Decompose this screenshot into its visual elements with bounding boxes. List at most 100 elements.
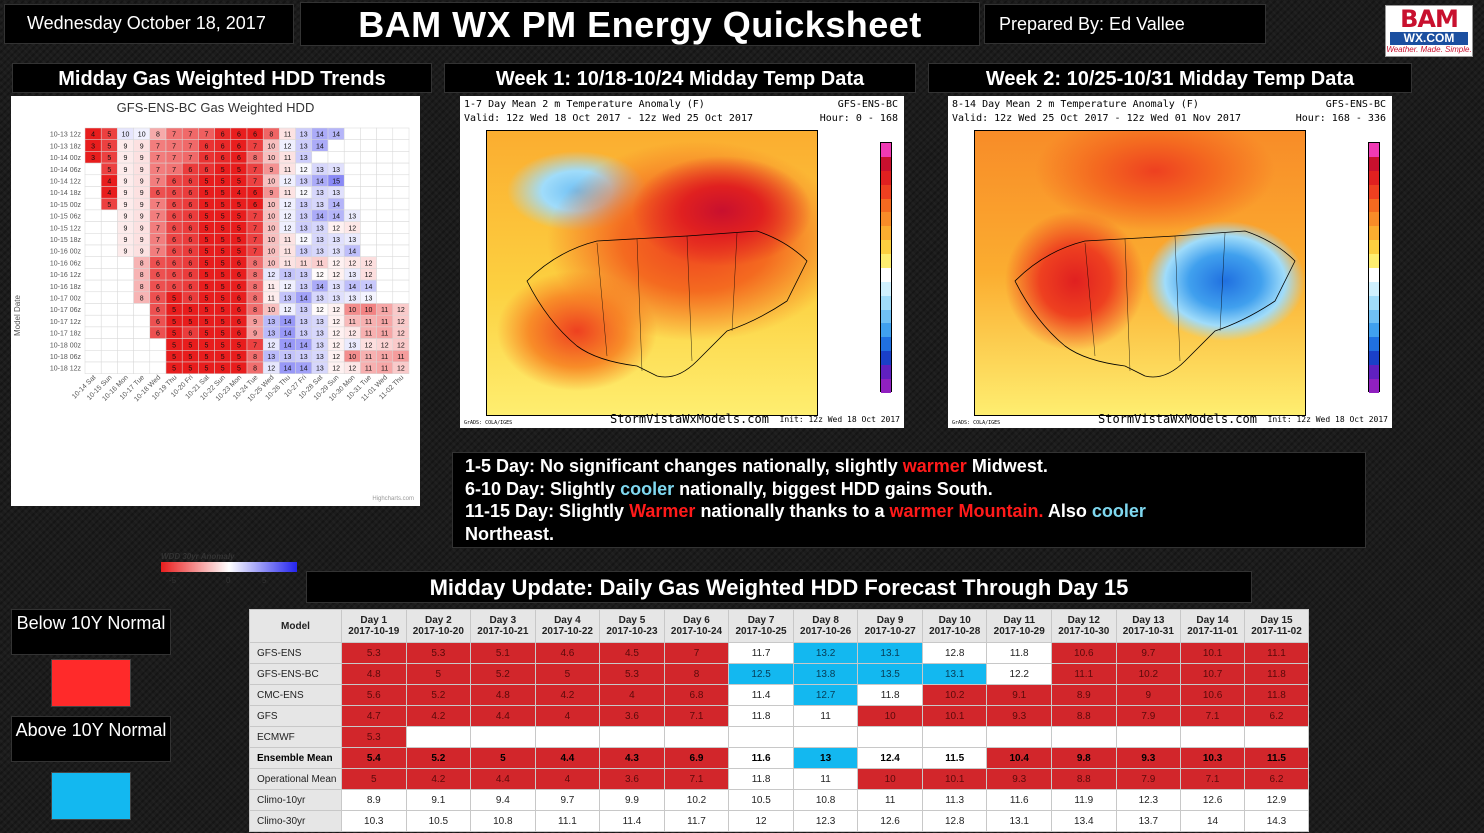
hdd-value-cell: 6.2 <box>1243 768 1310 790</box>
heatmap-value: 11 <box>397 354 404 361</box>
heatmap-value: 9 <box>124 237 128 244</box>
heatmap-value: 5 <box>205 225 209 232</box>
colorbar-segment <box>1369 309 1379 324</box>
heatmap-value: 12 <box>267 366 275 373</box>
colorbar-week1 <box>880 142 892 393</box>
column-header-day: Day 6 2017-10-24 <box>663 609 730 643</box>
heatmap-value: 12 <box>332 366 340 373</box>
hdd-value-cell: 10.5 <box>405 810 472 832</box>
y-tick-label: 10-15 06z <box>50 214 82 221</box>
hdd-value-cell: 9.7 <box>1115 642 1182 664</box>
day-label: Day 12 <box>1067 615 1100 626</box>
hdd-value-cell: 5.2 <box>470 663 536 685</box>
colorbar-label: -1 <box>894 270 904 278</box>
heatmap-value: 12 <box>267 342 275 349</box>
heatmap-value: 6 <box>237 132 241 139</box>
colorbar-label: -4 <box>1382 312 1392 320</box>
hdd-value-cell: 3.6 <box>599 705 665 727</box>
heatmap-value: 10 <box>267 237 275 244</box>
colorbar-segment <box>1369 212 1379 227</box>
hdd-value-cell: 13.1 <box>857 642 923 664</box>
heatmap-value: 12 <box>365 342 373 349</box>
heatmap-value: 7 <box>253 237 257 244</box>
hdd-value-cell: 12.7 <box>792 684 859 706</box>
hdd-value-cell: 11 <box>792 705 859 727</box>
heatmap-value: 13 <box>267 331 275 338</box>
day-label: Day 10 <box>938 615 971 626</box>
day-label: Day 1 <box>360 615 388 626</box>
colorbar-label: 7 <box>894 187 904 195</box>
colorbar-segment <box>1369 323 1379 338</box>
heatmap-value: 6 <box>188 260 192 267</box>
heatmap-empty-cell <box>84 174 102 187</box>
heatmap-empty-cell <box>392 139 410 152</box>
colorbar-label: -15 <box>894 367 904 375</box>
colorbar-label: -10 <box>894 353 904 361</box>
bam-wx-logo[interactable]: BAM WX.COM Weather. Made. Simple. <box>1385 5 1473 57</box>
map-image-week2 <box>974 130 1306 416</box>
heatmap-empty-cell <box>392 221 410 234</box>
heatmap-empty-cell <box>117 350 134 363</box>
heatmap-value: 6 <box>188 284 192 291</box>
y-tick-label: 10-15 12z <box>50 225 82 232</box>
heatmap-value: 8 <box>140 296 144 303</box>
map-outline-week1 <box>526 230 808 378</box>
heatmap-empty-cell <box>360 197 377 211</box>
map-hours: Hour: 0 - 168 <box>819 113 898 124</box>
heatmap-value: 6 <box>156 296 160 303</box>
heatmap-value: 14 <box>348 249 356 256</box>
hdd-value-cell: 7.1 <box>663 705 730 727</box>
hdd-value-cell: 12.2 <box>986 663 1053 685</box>
heatmap-empty-cell <box>392 151 410 164</box>
heatmap-value: 5 <box>107 155 111 162</box>
heatmap-value: 5 <box>237 366 241 373</box>
heatmap-value: 7 <box>156 249 160 256</box>
map-watermark: StormVistaWxModels.com <box>610 412 769 426</box>
hdd-value-cell <box>1115 726 1182 748</box>
heatmap-empty-cell <box>133 338 151 351</box>
colorbar-label: 2 <box>894 242 904 250</box>
hdd-value-cell: 10.4 <box>986 747 1053 769</box>
heatmap-value: 9 <box>140 155 144 162</box>
hdd-value-cell: 11.8 <box>1243 663 1310 685</box>
chart-title: GFS-ENS-BC Gas Weighted HDD <box>116 100 315 115</box>
y-tick-label: 10-16 12z <box>50 272 82 279</box>
heatmap-value: 10 <box>267 179 275 186</box>
day-label: Day 4 <box>554 615 581 626</box>
heatmap-value: 6 <box>253 132 257 139</box>
heatmap-value: 5 <box>237 225 241 232</box>
heatmap-value: 6 <box>188 202 192 209</box>
heatmap-value: 7 <box>172 167 176 174</box>
heatmap-value: 6 <box>221 132 225 139</box>
hdd-value-cell: 7.9 <box>1115 768 1182 790</box>
heatmap-empty-cell <box>343 197 361 211</box>
hdd-value-cell: 7.9 <box>1115 705 1182 727</box>
heatmap-value: 13 <box>284 296 292 303</box>
hdd-value-cell: 9.7 <box>534 789 601 811</box>
hdd-value-cell: 12.8 <box>921 642 988 664</box>
heatmap-value: 7 <box>156 202 160 209</box>
heatmap-value: 7 <box>253 342 257 349</box>
heatmap-value: 13 <box>316 331 324 338</box>
week2-temp-map: 8-14 Day Mean 2 m Temperature Anomaly (F… <box>948 96 1392 428</box>
hdd-value-cell <box>857 726 923 748</box>
heatmap-empty-cell <box>392 279 410 293</box>
hdd-value-cell: 5.3 <box>599 663 665 685</box>
heatmap-value: 5 <box>205 237 209 244</box>
hdd-value-cell: 10.1 <box>1180 642 1245 664</box>
heatmap-value: 5 <box>221 284 225 291</box>
hdd-value-cell: 8.8 <box>1051 705 1117 727</box>
column-header-day: Day 5 2017-10-23 <box>599 609 665 643</box>
hdd-value-cell: 13.4 <box>1051 810 1117 832</box>
heatmap-value: 14 <box>316 132 324 139</box>
hdd-value-cell: 11.1 <box>1243 642 1310 664</box>
colorbar-label: 5 <box>1382 201 1392 209</box>
colorbar-label: -5 <box>1382 326 1392 334</box>
heatmap-value: 12 <box>348 366 356 373</box>
heatmap-empty-cell <box>133 314 151 328</box>
heatmap-value: 13 <box>267 354 275 361</box>
heatmap-value: 5 <box>237 354 241 361</box>
heatmap-value: 5 <box>107 167 111 174</box>
heatmap-value: 6 <box>237 331 241 338</box>
hdd-value-cell: 10.2 <box>663 789 730 811</box>
